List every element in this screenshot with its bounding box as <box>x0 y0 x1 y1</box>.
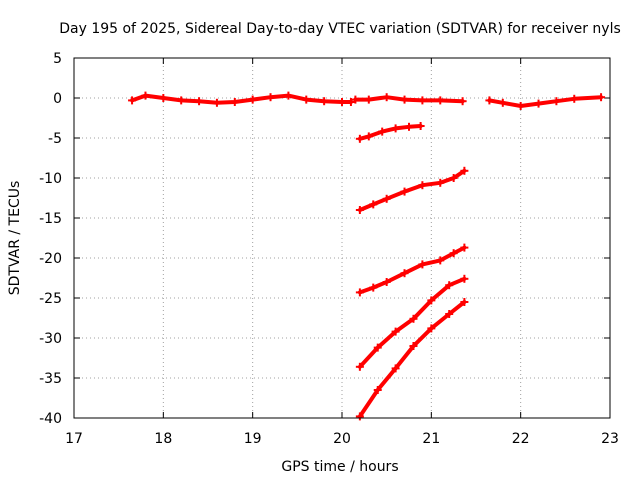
data-point <box>141 91 150 100</box>
data-point <box>195 97 204 106</box>
data-point <box>338 98 346 106</box>
data-point <box>597 93 606 102</box>
data-point <box>373 386 382 394</box>
data-point <box>364 132 373 141</box>
chart-title: Day 195 of 2025, Sidereal Day-to-day VTE… <box>59 21 621 37</box>
grid-layer <box>74 58 610 418</box>
series-line <box>130 93 353 105</box>
y-tick-label: -5 <box>48 131 62 147</box>
data-point <box>248 95 257 104</box>
data-point <box>445 281 454 290</box>
data-point <box>416 122 425 130</box>
data-point <box>460 274 469 283</box>
data-point <box>436 178 445 187</box>
data-point <box>405 122 413 131</box>
y-tick-label: -15 <box>39 211 62 227</box>
x-axis-label: GPS time / hours <box>281 459 398 475</box>
data-point <box>460 166 469 175</box>
y-tick-label: 0 <box>53 91 62 107</box>
data-point <box>449 174 458 182</box>
data-point <box>436 256 445 265</box>
data-point <box>458 97 467 106</box>
data-point <box>449 249 458 258</box>
data-point <box>534 99 543 108</box>
data-point <box>177 96 186 105</box>
data-point <box>266 93 275 102</box>
y-tick-label: -40 <box>39 411 62 427</box>
data-point <box>382 278 391 286</box>
data-point <box>320 97 329 106</box>
x-tick-label: 19 <box>244 431 262 447</box>
data-point <box>427 296 436 305</box>
series-line <box>487 95 604 108</box>
y-tick-label: -25 <box>39 291 62 307</box>
x-tick-label: 21 <box>422 431 440 447</box>
data-point <box>159 94 168 102</box>
data-point <box>230 98 239 106</box>
data-point <box>212 98 221 107</box>
data-point <box>355 288 364 297</box>
data-point <box>391 364 400 373</box>
data-point <box>364 95 373 104</box>
x-tick-label: 20 <box>333 431 351 447</box>
data-point <box>409 314 418 323</box>
data-point <box>302 95 311 104</box>
data-point <box>382 194 391 203</box>
data-point <box>369 283 378 292</box>
y-tick-label: 5 <box>53 51 62 67</box>
data-point <box>284 91 293 100</box>
data-point <box>382 93 391 102</box>
y-tick-label: -35 <box>39 371 62 387</box>
x-tick-label: 18 <box>154 431 172 447</box>
y-axis-label: SDTVAR / TECUs <box>7 181 23 296</box>
data-point <box>498 98 507 107</box>
data-point <box>355 362 364 371</box>
data-point <box>409 342 418 350</box>
data-point <box>355 134 364 143</box>
data-point <box>485 96 494 105</box>
data-point <box>418 260 427 269</box>
data-point <box>400 187 409 196</box>
tick-layer: 17 18 19 20 21 22 23 5 0 -5 -10 -15 -20 -25 -30 -35 -40 <box>39 51 619 447</box>
plot-frame <box>73 57 611 419</box>
data-point <box>355 206 364 214</box>
data-point <box>373 343 382 352</box>
series-line <box>357 276 467 369</box>
data-point <box>427 324 436 333</box>
y-tick-label: -30 <box>39 331 62 347</box>
data-point <box>552 97 561 106</box>
data-point <box>418 181 427 190</box>
data-point <box>460 298 469 306</box>
data-point <box>460 243 469 252</box>
data-point <box>391 124 400 133</box>
x-tick-label: 22 <box>512 431 530 447</box>
data-point <box>351 95 360 104</box>
data-point <box>418 96 427 105</box>
data-point <box>570 94 579 103</box>
y-tick-label: -20 <box>39 251 62 267</box>
y-tick-label: -10 <box>39 171 62 187</box>
data-point <box>391 327 400 336</box>
series-layer <box>128 91 606 421</box>
data-point <box>400 95 409 104</box>
data-point <box>445 310 454 318</box>
data-point <box>516 102 525 110</box>
data-point <box>378 127 387 136</box>
data-point <box>346 98 355 106</box>
data-point <box>436 96 445 105</box>
x-tick-label: 17 <box>65 431 83 447</box>
x-tick-label: 23 <box>601 431 619 447</box>
data-point <box>355 412 364 421</box>
data-point <box>400 269 409 278</box>
data-point <box>369 200 378 209</box>
data-point <box>128 96 137 105</box>
